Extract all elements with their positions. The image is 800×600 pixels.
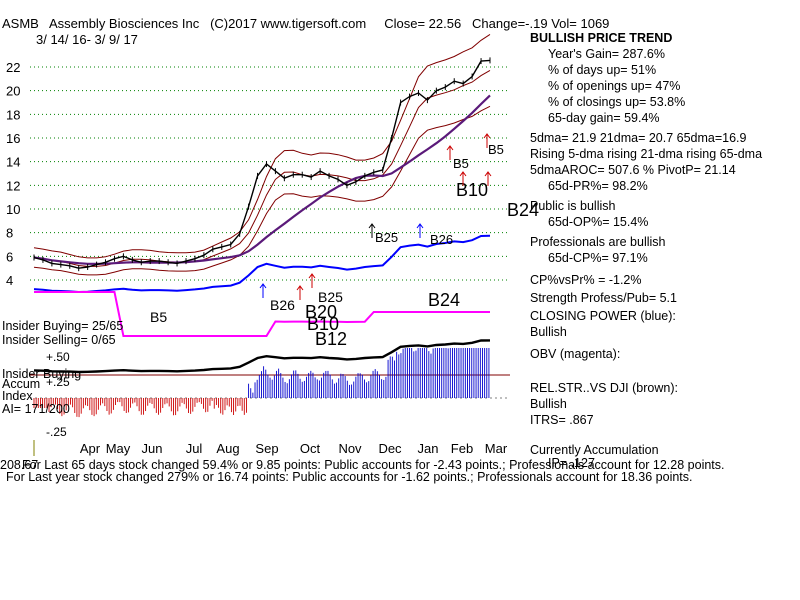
closing-power-state: Bullish bbox=[530, 325, 567, 339]
volume-value: Vol= 1069 bbox=[551, 16, 610, 31]
closings-up: % of closings up= 53.8% bbox=[548, 95, 686, 109]
buy-arrow-head bbox=[459, 171, 467, 177]
y-tick-label: 14 bbox=[6, 155, 20, 170]
pr-percent: 65d-PR%= 98.2% bbox=[548, 179, 648, 193]
rising-dma: Rising 5-dma rising 21-dma rising 65-dma bbox=[530, 147, 763, 161]
month-label: Oct bbox=[300, 441, 321, 456]
ai-value: AI= 171/200 bbox=[2, 402, 70, 416]
signal-b5: B5 bbox=[453, 156, 469, 171]
buy-arrow-head bbox=[483, 133, 491, 139]
accum-tick-label: +.50 bbox=[46, 350, 70, 364]
lower-band bbox=[33, 105, 491, 276]
strength-ratio: Strength Profess/Pub= 5.1 bbox=[530, 291, 677, 305]
closing-power-line bbox=[33, 234, 491, 294]
rel-strength-line bbox=[33, 339, 491, 374]
y-tick-label: 16 bbox=[6, 131, 20, 146]
month-label: Aug bbox=[216, 441, 239, 456]
footer-prefix: 208.67 bbox=[0, 458, 39, 472]
cp-percent: 65d-CP%= 97.1% bbox=[548, 251, 648, 265]
signal-b26: B26 bbox=[270, 297, 295, 313]
month-label: Jul bbox=[186, 441, 203, 456]
accum-title: Currently Accumulation bbox=[530, 443, 659, 457]
gain-65: 65-day gain= 59.4% bbox=[548, 111, 660, 125]
signal-b10: B10 bbox=[456, 180, 488, 200]
insider-selling-count: Insider Selling= 0/65 bbox=[2, 333, 116, 347]
date-range: 3/ 14/ 16- 3/ 9/ 17 bbox=[36, 32, 138, 47]
cp-vs-pr: CP%vsPr% = -1.2% bbox=[530, 273, 642, 287]
ma-21-line bbox=[33, 69, 491, 267]
signal-b12: B12 bbox=[315, 329, 347, 349]
month-label: Dec bbox=[378, 441, 402, 456]
month-label: Feb bbox=[451, 441, 473, 456]
y-tick-label: 6 bbox=[6, 249, 13, 264]
dma-values: 5dma= 21.9 21dma= 20.7 65dma=16.9 bbox=[530, 131, 747, 145]
signal-b5: B5 bbox=[488, 142, 504, 157]
index-label: Index bbox=[2, 389, 33, 403]
buy-arrow-head bbox=[296, 285, 304, 291]
professionals-status: Professionals are bullish bbox=[530, 235, 666, 249]
y-tick-label: 12 bbox=[6, 178, 20, 193]
accum-tick-label: +.25 bbox=[46, 375, 70, 389]
accum-label: Accum bbox=[2, 377, 41, 391]
close-value: Close= 22.56 bbox=[384, 16, 462, 31]
buy-arrow-head bbox=[446, 145, 454, 151]
month-label: Apr bbox=[80, 441, 101, 456]
change-value: Change=-.19 bbox=[472, 16, 548, 31]
y-tick-label: 10 bbox=[6, 202, 20, 217]
month-label: Jan bbox=[418, 441, 439, 456]
signal-b20: B20 bbox=[305, 302, 337, 322]
public-status: Public is bullish bbox=[530, 199, 616, 213]
chart-header: ASMB Assembly Biosciences Inc (C)2017 ww… bbox=[2, 16, 609, 31]
openings-up: % of openings up= 47% bbox=[548, 79, 681, 93]
days-up: % of days up= 51% bbox=[548, 63, 657, 77]
buy-arrow-head bbox=[484, 171, 492, 177]
insider-buying-tag: Insider Buying bbox=[2, 367, 82, 381]
insider-buying-count: Insider Buying= 25/65 bbox=[2, 319, 124, 333]
accum-tick-label: -.25 bbox=[46, 425, 67, 439]
y-tick-label: 22 bbox=[6, 60, 20, 75]
signal-b25: B25 bbox=[375, 230, 398, 245]
company-name: Assembly Biosciences Inc bbox=[48, 16, 200, 31]
signal-b10: B10 bbox=[307, 314, 339, 334]
signal-b24: B24 bbox=[507, 200, 539, 220]
month-label: Mar bbox=[485, 441, 508, 456]
obv-line bbox=[34, 291, 490, 337]
relstr-state: Bullish bbox=[530, 397, 567, 411]
y-tick-label: 8 bbox=[6, 226, 13, 241]
price-line bbox=[33, 59, 491, 269]
years-gain: Year's Gain= 287.6% bbox=[548, 47, 665, 61]
op-percent: 65d-OP%= 15.4% bbox=[548, 215, 649, 229]
footer-line-2: For Last year stock changed 279% or 16.7… bbox=[6, 470, 693, 484]
ip-value: IP= .127 bbox=[548, 456, 595, 470]
buy-arrow-head bbox=[259, 283, 267, 289]
closing-power-label: CLOSING POWER (blue): bbox=[530, 309, 676, 323]
copyright: (C)2017 www.tigersoft.com bbox=[210, 16, 367, 31]
buy-arrow-head bbox=[416, 223, 424, 229]
buy-arrow-head bbox=[308, 273, 316, 279]
footer-line-1: For Last 65 days stock changed 59.4% or … bbox=[22, 458, 725, 472]
itrs-value: ITRS= .867 bbox=[530, 413, 594, 427]
ticker-symbol: ASMB bbox=[2, 16, 39, 31]
upper-band bbox=[33, 33, 491, 259]
y-tick-label: 18 bbox=[6, 107, 20, 122]
ma-65-line bbox=[33, 94, 491, 266]
stats-panel: BULLISH PRICE TREND Year's Gain= 287.6% … bbox=[530, 30, 798, 471]
aroc-pivot: 5dmaAROC= 507.6 % PivotP= 21.14 bbox=[530, 163, 736, 177]
signal-b26: B26 bbox=[430, 232, 453, 247]
trend-title: BULLISH PRICE TREND bbox=[530, 31, 673, 45]
buy-arrow-head bbox=[368, 223, 376, 229]
signal-b5: B5 bbox=[150, 309, 167, 325]
y-tick-label: 20 bbox=[6, 84, 20, 99]
month-label: Nov bbox=[338, 441, 362, 456]
signal-b24: B24 bbox=[428, 290, 460, 310]
signal-b25: B25 bbox=[318, 289, 343, 305]
relstr-label: REL.STR..VS DJI (brown): bbox=[530, 381, 678, 395]
month-label: Jun bbox=[142, 441, 163, 456]
obv-label: OBV (magenta): bbox=[530, 347, 621, 361]
y-tick-label: 4 bbox=[6, 273, 13, 288]
month-label: Sep bbox=[255, 441, 278, 456]
month-label: May bbox=[106, 441, 131, 456]
